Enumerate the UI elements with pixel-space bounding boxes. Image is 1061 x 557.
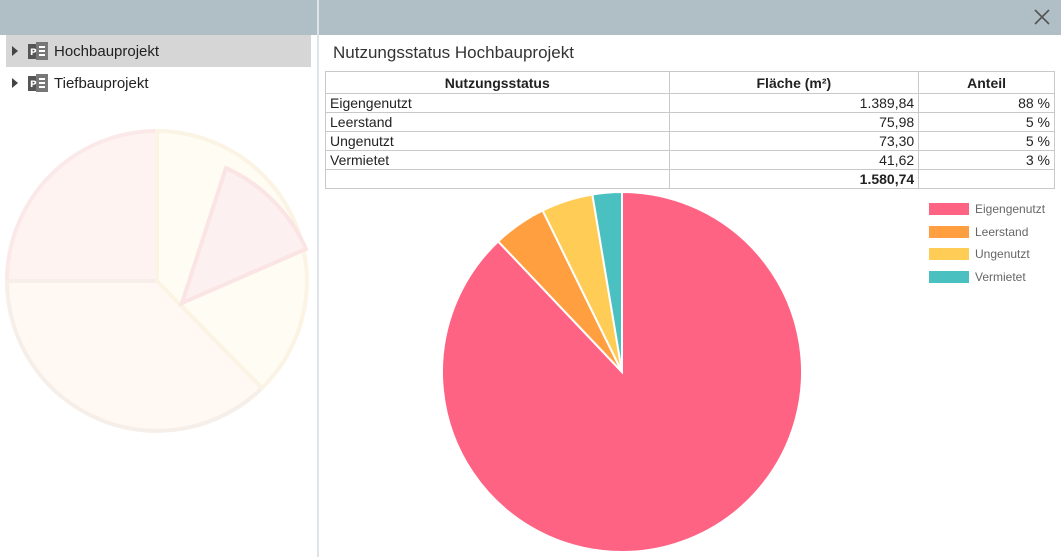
- legend-label: Ungenutzt: [975, 247, 1030, 262]
- pie-chart-watermark-icon: [4, 128, 309, 433]
- area-cell: 73,30: [668, 131, 920, 151]
- pie-slice-vermietet[interactable]: [591, 190, 623, 373]
- status-cell: Leerstand: [325, 112, 670, 132]
- expand-caret-icon[interactable]: [12, 78, 18, 88]
- project-icon: P: [28, 42, 48, 60]
- svg-text:P: P: [30, 80, 37, 90]
- pie-slice-eigengenutzt[interactable]: [441, 190, 803, 553]
- total-area-cell: 1.580,74: [668, 169, 920, 189]
- legend-label: Vermietet: [975, 269, 1026, 284]
- legend-item[interactable]: Ungenutzt: [929, 243, 1045, 266]
- sidebar-header: [0, 0, 317, 35]
- project-tree: P Hochbauprojekt P Tiefbauprojekt: [6, 35, 311, 99]
- status-table: Nutzungsstatus Fläche (m²) Anteil Eigeng…: [325, 71, 1055, 189]
- status-cell: Eigengenutzt: [325, 93, 670, 113]
- panel-divider[interactable]: [317, 0, 319, 557]
- total-label-cell: [325, 169, 670, 189]
- sidebar: P Hochbauprojekt P Tiefbauprojekt: [0, 35, 317, 557]
- column-header: Fläche (m²): [668, 71, 920, 94]
- table-row: Ungenutzt 73,30 5 %: [325, 131, 1055, 151]
- column-header: Anteil: [918, 71, 1055, 94]
- tree-item-label: Tiefbauprojekt: [54, 74, 149, 92]
- legend-label: Leerstand: [975, 224, 1029, 239]
- area-cell: 41,62: [668, 150, 920, 170]
- column-header: Nutzungsstatus: [325, 71, 670, 94]
- table-row: Eigengenutzt 1.389,84 88 %: [325, 93, 1055, 113]
- page-title: Nutzungsstatus Hochbauprojekt: [333, 43, 574, 62]
- area-cell: 75,98: [668, 112, 920, 132]
- pie-chart: [441, 190, 803, 553]
- table-total-row: 1.580,74: [325, 169, 1055, 189]
- tree-item-hochbauprojekt[interactable]: P Hochbauprojekt: [6, 35, 311, 67]
- status-cell: Ungenutzt: [325, 131, 670, 151]
- share-cell: 5 %: [918, 131, 1055, 151]
- status-cell: Vermietet: [325, 150, 670, 170]
- expand-caret-icon[interactable]: [12, 46, 18, 56]
- table-row: Vermietet 41,62 3 %: [325, 150, 1055, 170]
- table-header-row: Nutzungsstatus Fläche (m²) Anteil: [325, 71, 1055, 94]
- share-cell: 88 %: [918, 93, 1055, 113]
- share-cell: 5 %: [918, 112, 1055, 132]
- chart-legend: Eigengenutzt Leerstand Ungenutzt Vermietet: [929, 198, 1045, 288]
- svg-text:P: P: [30, 48, 37, 58]
- area-cell: 1.389,84: [668, 93, 920, 113]
- tree-item-tiefbauprojekt[interactable]: P Tiefbauprojekt: [6, 67, 311, 99]
- content-header: [319, 0, 1061, 35]
- project-icon: P: [28, 74, 48, 92]
- legend-label: Eigengenutzt: [975, 202, 1046, 217]
- close-icon[interactable]: [1031, 6, 1053, 28]
- table-row: Leerstand 75,98 5 %: [325, 112, 1055, 132]
- legend-item[interactable]: Vermietet: [929, 266, 1045, 289]
- tree-item-label: Hochbauprojekt: [54, 42, 160, 60]
- legend-swatch: [929, 203, 969, 216]
- legend-item[interactable]: Eigengenutzt: [929, 198, 1045, 221]
- legend-item[interactable]: Leerstand: [929, 221, 1045, 244]
- share-cell: 3 %: [918, 150, 1055, 170]
- legend-swatch: [929, 270, 969, 283]
- legend-swatch: [929, 225, 969, 238]
- total-share-cell: [918, 169, 1055, 189]
- legend-swatch: [929, 248, 969, 261]
